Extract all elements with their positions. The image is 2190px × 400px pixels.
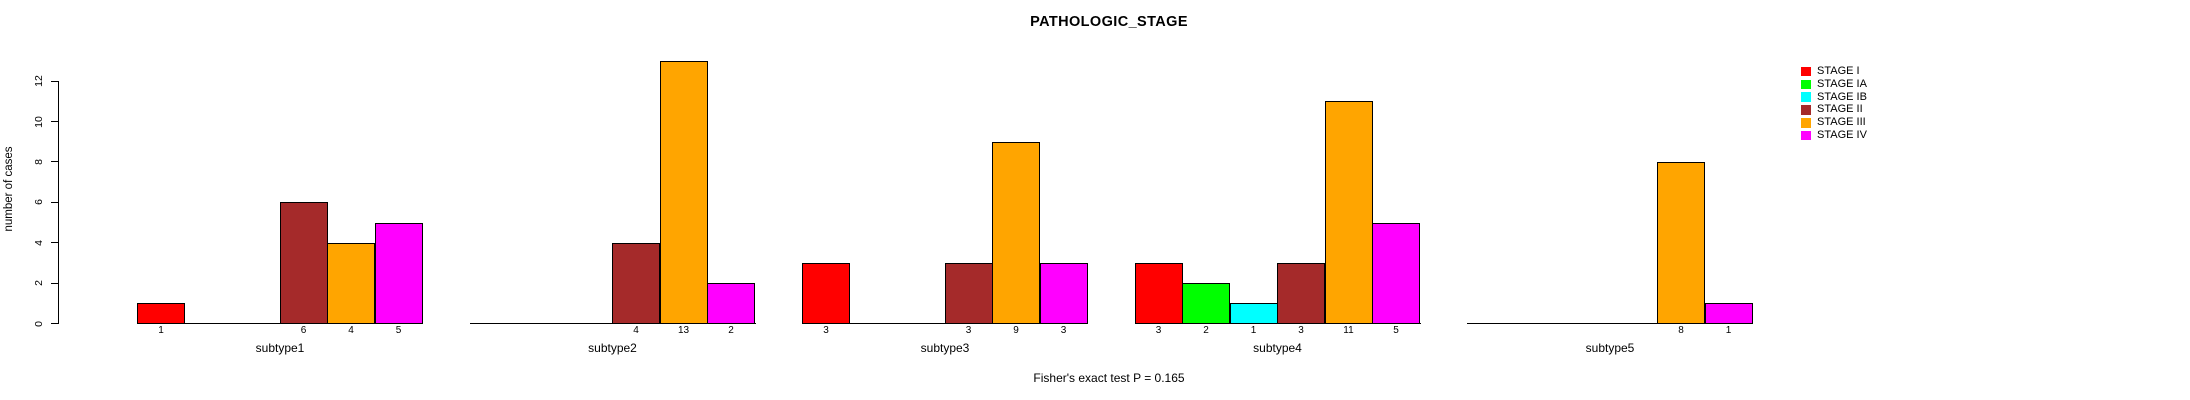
legend-item: STAGE II [1801,104,1867,117]
bar-value-label: 3 [823,325,829,336]
bar-subtype3-stage-iv [1039,262,1088,324]
legend-label: STAGE I [1817,64,1860,77]
bar-value-label: 3 [965,325,972,336]
bar-subtype4-stage-ia [1182,283,1230,324]
x-axis-segment [1467,323,1753,324]
bar-subtype4-stage-iii [1324,101,1373,324]
legend-color-swatch-icon [1801,92,1811,102]
fisher-test-caption: Fisher's exact test P = 0.165 [1033,371,1185,385]
bar-value-label: 4 [633,325,639,336]
y-axis-line [58,81,59,324]
legend-label: STAGE III [1817,116,1866,129]
legend-item: STAGE IV [1801,129,1867,142]
bar-value-label: 3 [1155,325,1162,336]
y-tick-mark [51,161,58,163]
bar-subtype1-stage-iii [327,242,375,324]
bar-subtype3-stage-i [802,262,850,324]
bar-value-label: 2 [1203,325,1209,336]
legend-item: STAGE III [1801,116,1867,129]
legend-label: STAGE II [1817,103,1863,116]
x-axis-group-label: subtype5 [1585,341,1635,355]
y-tick-label: 2 [33,280,45,287]
bar-subtype3-stage-iii [992,141,1040,324]
y-tick-mark [51,80,58,82]
legend-item: STAGE I [1801,65,1867,78]
bar-subtype2-stage-iii [659,60,708,324]
bar-value-label: 9 [1013,325,1019,336]
bar-value-label: 2 [728,325,734,336]
bar-value-label: 1 [158,325,164,336]
legend-label: STAGE IV [1817,129,1867,142]
legend: STAGE I STAGE IA STAGE IB STAGE II STAGE III… [1801,65,1867,142]
legend-item: STAGE IA [1801,78,1867,91]
bar-subtype1-stage-ii [279,202,328,324]
bar-value-label: 5 [1393,325,1399,336]
bar-value-label: 13 [677,325,690,336]
x-axis-group-label: subtype4 [1253,341,1302,355]
y-tick-mark [51,323,58,324]
bar-value-label: 11 [1343,325,1354,336]
bar-value-label: 4 [348,325,354,336]
y-tick-mark [51,282,58,284]
bar-subtype4-stage-iv [1372,222,1420,324]
y-tick-mark [51,121,58,122]
chart-title: PATHOLOGIC_STAGE [1030,14,1188,30]
bar-value-label: 3 [1060,325,1067,336]
y-tick-label: 10 [33,115,45,128]
legend-color-swatch-icon [1801,105,1811,115]
y-tick-mark [51,242,58,244]
bar-value-label: 3 [1298,325,1304,336]
legend-color-swatch-icon [1801,130,1811,141]
legend-item: STAGE IB [1801,91,1867,104]
y-tick-label: 8 [33,158,45,165]
bar-subtype1-stage-i [137,303,185,324]
bar-value-label: 5 [395,325,402,336]
bar-subtype2-stage-ii [612,242,660,324]
bar-value-label: 6 [300,325,307,336]
legend-label: STAGE IB [1817,90,1867,103]
legend-color-swatch-icon [1801,118,1811,128]
y-tick-label: 0 [33,320,45,327]
bar-subtype3-stage-ii [944,262,993,324]
bar-value-label: 1 [1725,325,1732,336]
legend-color-swatch-icon [1801,79,1811,90]
bar-subtype1-stage-iv [374,222,423,324]
bar-value-label: 1 [1250,325,1257,336]
x-axis-group-label: subtype3 [920,341,970,355]
x-axis-group-label: subtype2 [588,341,637,355]
bar-subtype4-stage-ib [1229,303,1278,324]
bar-subtype2-stage-iv [707,283,755,324]
x-axis-group-label: subtype1 [255,341,305,355]
y-tick-label: 6 [33,199,45,206]
bar-subtype4-stage-ii [1277,262,1325,324]
bar-value-label: 8 [1678,325,1684,336]
y-tick-label: 4 [33,239,45,246]
bar-subtype5-stage-iii [1657,161,1705,324]
y-tick-mark [51,201,58,203]
legend-color-swatch-icon [1801,66,1811,77]
legend-label: STAGE IA [1817,77,1867,90]
bar-subtype5-stage-iv [1704,303,1753,324]
y-tick-label: 12 [33,75,45,87]
bar-subtype4-stage-i [1134,262,1183,324]
